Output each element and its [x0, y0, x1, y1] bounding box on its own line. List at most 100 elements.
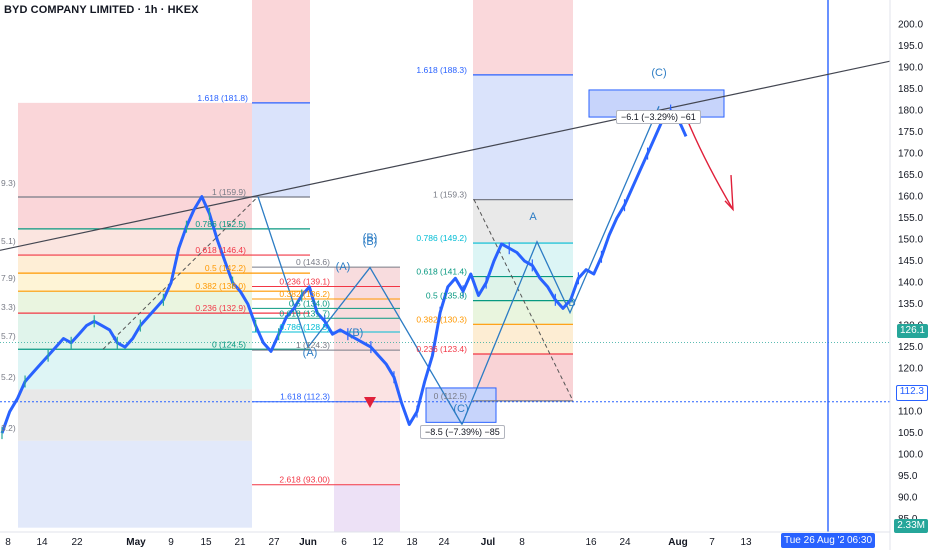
- fib-diagonal-left: [102, 196, 259, 350]
- fib-label-left: 1.618 (181.8): [197, 93, 248, 103]
- price-tick: 125.0: [898, 342, 923, 353]
- time-tick: 16: [585, 537, 597, 548]
- fib-label-middle: 1 (124.3): [296, 340, 330, 350]
- fib-label-middle: 1.618 (112.3): [280, 392, 330, 402]
- level-price-tag: 112.3: [895, 385, 928, 401]
- time-tick: 24: [438, 537, 450, 548]
- fib-label-edge: 5.7): [1, 331, 16, 341]
- price-tick: 120.0: [898, 364, 923, 375]
- fib-lines: [18, 74, 573, 486]
- price-tick: 195.0: [898, 41, 923, 52]
- fib-label-middle: 0.786 (128.5): [279, 322, 330, 332]
- price-tick: 105.0: [898, 428, 923, 439]
- wave-label: B: [568, 297, 575, 309]
- fib-band-right-top: [473, 0, 573, 75]
- time-tick: 22: [71, 537, 83, 548]
- price-tick: 90.0: [898, 493, 918, 504]
- wave-label: A: [529, 211, 537, 223]
- price-tick: 135.0: [898, 299, 923, 310]
- chart-title: BYD COMPANY LIMITED · 1h · HKEX: [4, 4, 199, 16]
- fib-label-left: 0.786 (152.5): [195, 219, 246, 229]
- drop-measure-box: −8.5 (−7.39%) −85: [420, 425, 505, 439]
- fib-band-left: [18, 313, 252, 350]
- fib-label-middle: 2.618 (93.00): [279, 475, 330, 485]
- price-tick: 190.0: [898, 63, 923, 74]
- fib-band-left: [18, 102, 252, 198]
- crosshair-time-tag: 06:30: [844, 533, 876, 548]
- fib-band-left: [18, 291, 252, 314]
- fib-label-right: 0.786 (149.2): [416, 233, 467, 243]
- time-tick: 21: [234, 537, 246, 548]
- time-tick: 9: [168, 537, 174, 548]
- fib-band-right: [473, 276, 573, 301]
- time-tick: 15: [200, 537, 212, 548]
- fib-label-edge: 5.2): [1, 372, 16, 382]
- time-tick: 24: [619, 537, 631, 548]
- volume-tag: 2.33M: [894, 519, 928, 533]
- fib-band-right: [473, 324, 573, 354]
- fib-band-left: [18, 228, 252, 256]
- price-path: [0, 109, 688, 434]
- wave-labels: (A)(B)(B)(A)(B)(C)AB(C): [303, 67, 667, 415]
- fib-label-middle: 0.382 (136.2): [279, 289, 330, 299]
- fib-band-middle-ext: [334, 401, 400, 485]
- price-tick: 150.0: [898, 235, 923, 246]
- price-tick: 170.0: [898, 149, 923, 160]
- wave-label: (B): [349, 327, 364, 339]
- fib-label-right: 0 (112.5): [434, 391, 468, 401]
- price-tick: 175.0: [898, 127, 923, 138]
- fib-label-left: 0.382 (138.0): [195, 281, 246, 291]
- price-tick: 185.0: [898, 84, 923, 95]
- price-tick: 145.0: [898, 256, 923, 267]
- fib-label-edge: 7.9): [1, 273, 16, 283]
- fib-label-edge: 3.3): [1, 302, 16, 312]
- fib-label-right: 1.618 (188.3): [416, 65, 467, 75]
- wave-label: (B): [363, 232, 378, 244]
- time-tick: 14: [36, 537, 48, 548]
- price-tick: 110.0: [898, 407, 923, 418]
- fib-band-left: [18, 440, 252, 528]
- fib-band-left: [18, 349, 252, 390]
- fib-bands: [18, 0, 725, 532]
- price-tick: 165.0: [898, 170, 923, 181]
- wave-path-up: [461, 106, 660, 425]
- drawings: [0, 0, 891, 532]
- fib-band-left-top: [252, 0, 310, 103]
- wave-c-target-box-low: [425, 387, 497, 423]
- wave-label: (C): [651, 67, 666, 79]
- fib-label-right: 0.382 (130.3): [416, 314, 467, 324]
- wave-label: (A): [336, 261, 351, 273]
- time-tick: 13: [740, 537, 752, 548]
- time-axis: 8 14 22 May 9 15 21 27 Jun 6 12 18 24 Jul 8 16 24 Aug 7 13: [0, 0, 891, 550]
- fib-band-middle-low: [334, 350, 400, 402]
- time-tick: Aug: [668, 537, 687, 548]
- fib-label-middle: 0.236 (139.1): [279, 276, 330, 286]
- time-tick: 27: [268, 537, 280, 548]
- fib-label-edge: 5.1): [1, 236, 16, 246]
- time-tick: 12: [372, 537, 384, 548]
- fib-label-left: 0.618 (146.4): [195, 245, 246, 255]
- price-tick: 155.0: [898, 213, 923, 224]
- fib-label-edge: 9.3): [1, 178, 16, 188]
- fib-label-left: 0.236 (132.9): [195, 303, 246, 313]
- fib-label-middle: 0.5 (134.0): [289, 298, 330, 308]
- time-tick: Jun: [299, 537, 317, 548]
- fib-band-middle-purple: [334, 484, 400, 532]
- time-tick: 8: [519, 537, 525, 548]
- price-series: [0, 104, 688, 440]
- wave-path-down: [257, 196, 463, 425]
- price-tick: 100.0: [898, 450, 923, 461]
- fib-band-left: [18, 389, 252, 441]
- price-tick: 180.0: [898, 106, 923, 117]
- projection-arrow: [686, 118, 734, 210]
- fib-label-right: 0.236 (123.4): [416, 344, 467, 354]
- time-tick: 6: [341, 537, 347, 548]
- time-tick: 8: [5, 537, 11, 548]
- price-tick: 140.0: [898, 278, 923, 289]
- fib-diagonal-right: [473, 199, 574, 402]
- fib-label-left: 0.5 (142.2): [205, 263, 246, 273]
- fib-label-right: 0.5 (135.8): [426, 291, 467, 301]
- fib-label-right: 1 (159.3): [433, 190, 467, 200]
- price-tick: 160.0: [898, 192, 923, 203]
